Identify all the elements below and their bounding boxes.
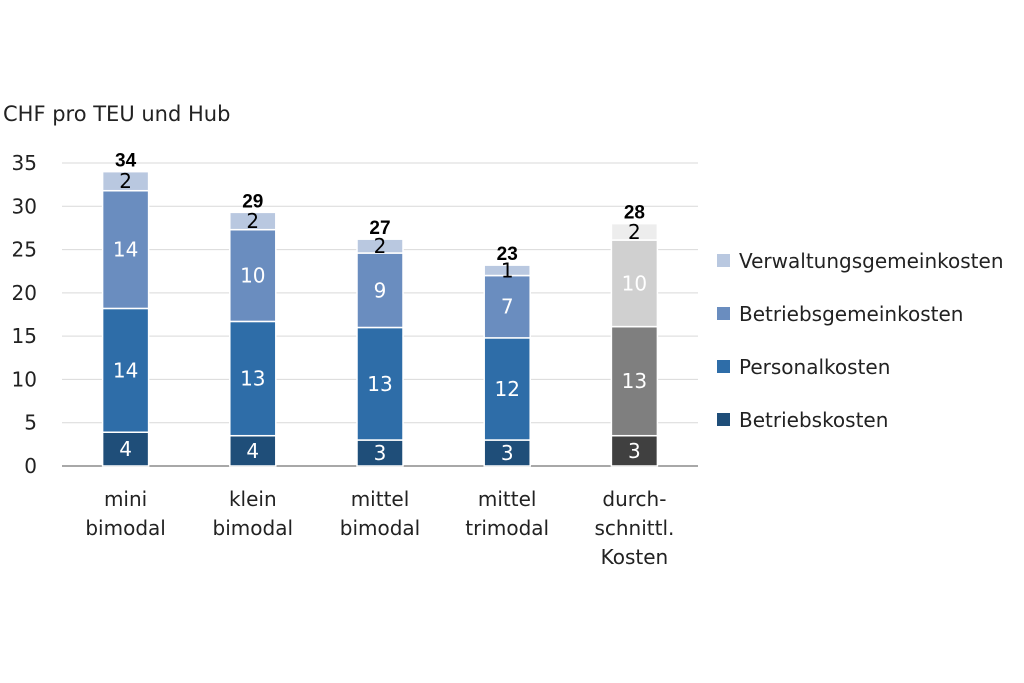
segment-value-label: 9 bbox=[374, 278, 387, 302]
segment-value-label: 10 bbox=[240, 264, 265, 288]
total-value-label: 27 bbox=[369, 218, 390, 239]
bar-segment bbox=[483, 337, 531, 441]
bar-segment bbox=[356, 238, 404, 254]
bar-segment bbox=[483, 439, 531, 467]
x-category-label: mittel bimodal bbox=[340, 487, 420, 540]
x-category-labels: mini bimodal klein bimodal mittel bimodal mitt… bbox=[85, 487, 674, 569]
segment-value-label: 14 bbox=[113, 238, 138, 262]
bar-segment bbox=[101, 170, 150, 192]
segment-value-label: 13 bbox=[240, 367, 265, 391]
x-category-label: mini bimodal bbox=[85, 487, 165, 540]
segment-value-label: 14 bbox=[113, 358, 138, 382]
x-category-label: durch-schnittl. Kosten bbox=[594, 487, 674, 569]
y-tick-label: 25 bbox=[12, 238, 37, 262]
total-value-label: 29 bbox=[242, 191, 263, 212]
segment-value-label: 2 bbox=[374, 234, 387, 258]
y-tick-label: 5 bbox=[24, 411, 37, 435]
y-tick-labels: 0 5 10 15 20 25 30 35 bbox=[12, 151, 37, 478]
legend-swatch bbox=[717, 360, 730, 373]
segment-value-label: 3 bbox=[501, 441, 514, 465]
y-tick-label: 20 bbox=[12, 281, 37, 305]
y-tick-label: 15 bbox=[12, 324, 37, 348]
segment-value-label: 13 bbox=[622, 369, 647, 393]
legend-label: Personalkosten bbox=[739, 355, 890, 379]
segment-value-label: 3 bbox=[374, 441, 387, 465]
bar-segment bbox=[101, 307, 150, 433]
y-tick-label: 10 bbox=[12, 367, 37, 391]
bar-segment bbox=[101, 189, 150, 310]
bar-segment bbox=[356, 439, 404, 467]
legend-swatch bbox=[717, 254, 730, 267]
legend: Verwaltungsgemeinkosten Betriebsgemeinkos… bbox=[717, 249, 1004, 432]
bar-segment bbox=[483, 264, 531, 277]
segment-value-label: 13 bbox=[367, 372, 392, 396]
total-value-label: 28 bbox=[624, 203, 645, 224]
bar-segment bbox=[229, 211, 277, 231]
total-value-label: 34 bbox=[115, 151, 137, 172]
bar-segment bbox=[101, 431, 150, 467]
x-category-label: klein bimodal bbox=[213, 487, 293, 540]
segment-value-label: 7 bbox=[501, 295, 514, 319]
total-value-label: 23 bbox=[497, 244, 518, 265]
legend-label: Verwaltungsgemeinkosten bbox=[739, 249, 1004, 273]
segment-value-label: 12 bbox=[494, 377, 519, 401]
y-tick-label: 30 bbox=[12, 194, 37, 218]
y-axis-label: CHF pro TEU und Hub bbox=[3, 102, 230, 126]
legend-swatch bbox=[717, 413, 730, 426]
segment-value-label: 4 bbox=[246, 439, 259, 463]
bar-segment bbox=[356, 252, 404, 329]
segment-value-label: 2 bbox=[628, 220, 641, 244]
bar-segment bbox=[610, 239, 659, 328]
y-tick-label: 0 bbox=[24, 454, 37, 478]
segment-value-label: 2 bbox=[119, 169, 132, 193]
bar-segment bbox=[356, 326, 404, 441]
segment-value-label: 10 bbox=[622, 271, 647, 295]
y-tick-label: 35 bbox=[12, 151, 37, 175]
segment-value-label: 2 bbox=[246, 209, 259, 233]
legend-label: Betriebsgemeinkosten bbox=[739, 302, 963, 326]
segment-value-label: 3 bbox=[628, 439, 641, 463]
segment-value-label: 1 bbox=[501, 258, 514, 282]
x-category-label: mittel trimodal bbox=[465, 487, 549, 540]
legend-label: Betriebskosten bbox=[739, 408, 888, 432]
segment-value-label: 4 bbox=[119, 437, 132, 461]
bar-segment bbox=[229, 434, 277, 467]
bar-segment bbox=[610, 222, 659, 241]
legend-swatch bbox=[717, 307, 730, 320]
bar-segment bbox=[229, 320, 277, 437]
bar-segment bbox=[610, 325, 659, 437]
